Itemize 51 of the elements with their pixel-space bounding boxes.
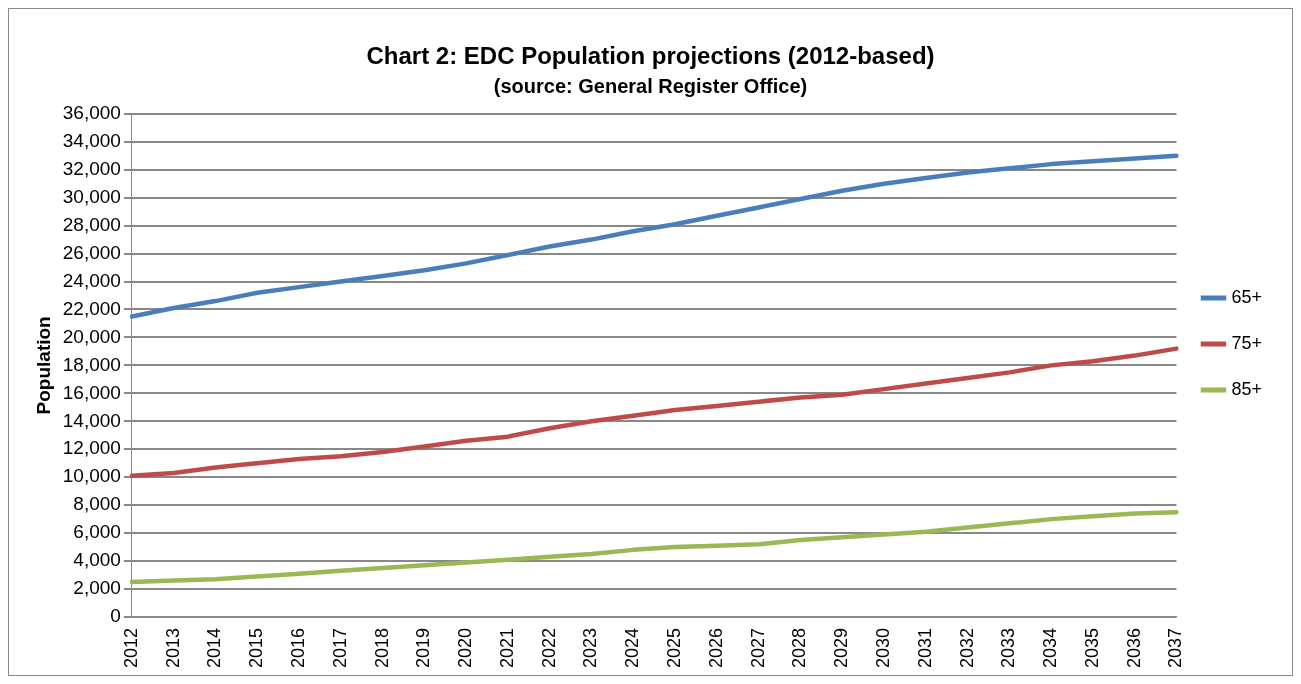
y-tick-label: 4,000 [73,549,121,571]
x-tick-label: 2026 [705,627,726,668]
x-tick-label: 2017 [329,627,350,668]
y-tick-label: 24,000 [62,269,121,291]
y-tick-label: 28,000 [62,213,121,235]
y-tick-label: 6,000 [73,521,121,543]
x-tick-label: 2022 [538,627,559,668]
x-tick-label: 2030 [872,627,893,668]
x-tick-label: 2019 [413,627,434,668]
y-tick-label: 26,000 [62,241,121,263]
y-tick-label: 18,000 [62,353,121,375]
x-tick-label: 2014 [204,627,225,668]
x-tick-label: 2027 [747,627,768,668]
x-tick-label: 2036 [1123,627,1144,668]
y-tick-label: 36,000 [62,102,121,124]
x-tick-label: 2016 [288,627,309,668]
x-tick-label: 2032 [956,627,977,668]
legend-label: 85+ [1231,378,1263,399]
x-tick-label: 2028 [789,627,810,668]
legend-label: 75+ [1231,332,1263,353]
y-tick-label: 22,000 [62,297,121,319]
legend-label: 65+ [1231,286,1263,307]
x-tick-label: 2034 [1040,627,1061,668]
x-tick-label: 2025 [664,627,685,668]
x-tick-label: 2024 [622,627,643,668]
y-tick-label: 14,000 [62,409,121,431]
x-tick-label: 2031 [914,627,935,668]
y-tick-label: 34,000 [62,129,121,151]
x-tick-label: 2035 [1081,627,1102,668]
x-tick-label: 2029 [831,627,852,668]
x-tick-label: 2018 [371,627,392,668]
x-tick-label: 2023 [580,627,601,668]
y-tick-label: 20,000 [62,325,121,347]
y-tick-label: 12,000 [62,437,121,459]
chart-title: Chart 2: EDC Population projections (2012-based) [366,42,935,70]
x-tick-label: 2033 [998,627,1019,668]
x-tick-label: 2021 [496,627,517,668]
x-tick-label: 2013 [162,627,183,668]
chart-subtitle: (source: General Register Office) [493,75,808,98]
y-tick-label: 16,000 [62,381,121,403]
x-tick-label: 2020 [455,627,476,668]
y-tick-label: 32,000 [62,157,121,179]
x-tick-label: 2037 [1165,627,1186,668]
x-tick-label: 2012 [120,627,141,668]
y-tick-label: 8,000 [73,493,121,515]
y-tick-label: 10,000 [62,465,121,487]
y-tick-label: 0 [110,605,121,627]
y-tick-label: 30,000 [62,185,121,207]
x-tick-label: 2015 [246,627,267,668]
y-tick-label: 2,000 [73,577,121,599]
y-axis-title: Population [32,316,54,415]
